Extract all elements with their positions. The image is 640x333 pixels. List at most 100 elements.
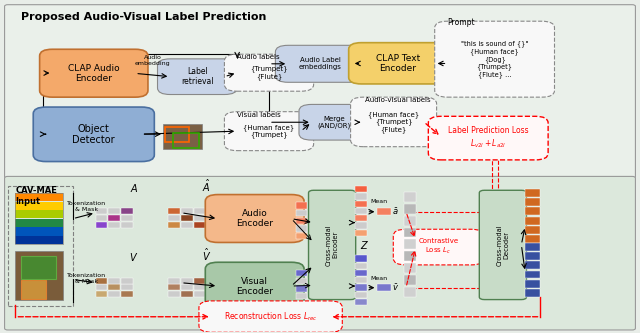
FancyBboxPatch shape bbox=[194, 291, 205, 297]
FancyBboxPatch shape bbox=[168, 284, 180, 290]
FancyBboxPatch shape bbox=[168, 222, 180, 227]
FancyBboxPatch shape bbox=[378, 208, 392, 215]
FancyBboxPatch shape bbox=[404, 204, 415, 214]
FancyBboxPatch shape bbox=[435, 21, 554, 97]
FancyBboxPatch shape bbox=[479, 190, 527, 300]
FancyBboxPatch shape bbox=[355, 193, 367, 199]
FancyBboxPatch shape bbox=[355, 222, 367, 228]
Text: Tokenization
& Mask: Tokenization & Mask bbox=[67, 201, 106, 212]
Text: {Human face}
{Trumpet}: {Human face} {Trumpet} bbox=[243, 124, 294, 139]
FancyBboxPatch shape bbox=[525, 235, 540, 243]
Text: Audio
embedding: Audio embedding bbox=[134, 55, 170, 66]
FancyBboxPatch shape bbox=[404, 227, 415, 237]
FancyBboxPatch shape bbox=[15, 251, 63, 300]
FancyBboxPatch shape bbox=[525, 189, 540, 197]
FancyBboxPatch shape bbox=[355, 292, 367, 298]
FancyBboxPatch shape bbox=[40, 49, 148, 97]
FancyBboxPatch shape bbox=[20, 280, 46, 299]
FancyBboxPatch shape bbox=[225, 54, 314, 91]
FancyBboxPatch shape bbox=[181, 291, 193, 297]
FancyBboxPatch shape bbox=[181, 278, 193, 284]
FancyBboxPatch shape bbox=[296, 233, 307, 239]
FancyBboxPatch shape bbox=[205, 262, 304, 310]
FancyBboxPatch shape bbox=[296, 210, 307, 216]
FancyBboxPatch shape bbox=[108, 278, 120, 284]
Text: {Human face}
{Trumpet}
{Flute}: {Human face} {Trumpet} {Flute} bbox=[368, 111, 419, 133]
FancyBboxPatch shape bbox=[96, 222, 107, 227]
Text: $\hat{A}$: $\hat{A}$ bbox=[202, 177, 211, 193]
FancyBboxPatch shape bbox=[296, 218, 307, 224]
FancyBboxPatch shape bbox=[349, 43, 447, 84]
Text: Object
Detector: Object Detector bbox=[72, 124, 115, 145]
FancyBboxPatch shape bbox=[194, 278, 205, 284]
Text: $A$: $A$ bbox=[130, 181, 138, 193]
FancyBboxPatch shape bbox=[355, 255, 367, 262]
FancyBboxPatch shape bbox=[168, 291, 180, 297]
FancyBboxPatch shape bbox=[181, 208, 193, 214]
Text: Proposed Audio-Visual Label Prediction: Proposed Audio-Visual Label Prediction bbox=[20, 12, 266, 22]
FancyBboxPatch shape bbox=[96, 291, 107, 297]
FancyBboxPatch shape bbox=[351, 97, 436, 147]
FancyBboxPatch shape bbox=[108, 222, 120, 227]
FancyBboxPatch shape bbox=[404, 251, 415, 261]
FancyBboxPatch shape bbox=[404, 192, 415, 202]
Text: Mean: Mean bbox=[371, 276, 387, 281]
FancyBboxPatch shape bbox=[394, 229, 484, 265]
Text: Audio
Encoder: Audio Encoder bbox=[236, 209, 273, 228]
FancyBboxPatch shape bbox=[225, 112, 314, 151]
FancyBboxPatch shape bbox=[96, 284, 107, 290]
FancyBboxPatch shape bbox=[121, 291, 132, 297]
FancyBboxPatch shape bbox=[205, 194, 304, 242]
FancyBboxPatch shape bbox=[525, 289, 540, 297]
Text: Tokenization
& Mask: Tokenization & Mask bbox=[67, 273, 106, 284]
Text: Audio labels: Audio labels bbox=[237, 54, 280, 60]
Text: Visual
Encoder: Visual Encoder bbox=[236, 276, 273, 296]
FancyBboxPatch shape bbox=[378, 284, 392, 291]
FancyBboxPatch shape bbox=[194, 215, 205, 221]
Text: CLAP Text
Encoder: CLAP Text Encoder bbox=[376, 54, 420, 73]
FancyBboxPatch shape bbox=[157, 59, 237, 95]
FancyBboxPatch shape bbox=[121, 208, 132, 214]
Text: {Trumpet}
{Flute}: {Trumpet} {Flute} bbox=[250, 66, 288, 80]
FancyBboxPatch shape bbox=[163, 124, 202, 149]
FancyBboxPatch shape bbox=[96, 215, 107, 221]
FancyBboxPatch shape bbox=[355, 208, 367, 214]
Text: Mean: Mean bbox=[371, 199, 387, 204]
FancyBboxPatch shape bbox=[108, 291, 120, 297]
FancyBboxPatch shape bbox=[108, 215, 120, 221]
FancyBboxPatch shape bbox=[168, 278, 180, 284]
FancyBboxPatch shape bbox=[96, 208, 107, 214]
Text: $Z$: $Z$ bbox=[360, 239, 369, 251]
FancyBboxPatch shape bbox=[121, 278, 132, 284]
FancyBboxPatch shape bbox=[194, 222, 205, 227]
Text: $\bar{a}$: $\bar{a}$ bbox=[392, 206, 399, 217]
FancyBboxPatch shape bbox=[525, 243, 540, 251]
FancyBboxPatch shape bbox=[525, 252, 540, 260]
FancyBboxPatch shape bbox=[296, 270, 307, 276]
FancyBboxPatch shape bbox=[525, 217, 540, 225]
FancyBboxPatch shape bbox=[296, 202, 307, 209]
FancyBboxPatch shape bbox=[20, 256, 56, 279]
FancyBboxPatch shape bbox=[355, 270, 367, 276]
FancyBboxPatch shape bbox=[194, 208, 205, 214]
FancyBboxPatch shape bbox=[296, 293, 307, 299]
FancyBboxPatch shape bbox=[404, 287, 415, 297]
FancyBboxPatch shape bbox=[96, 278, 107, 284]
Text: Cross-modal
Decoder: Cross-modal Decoder bbox=[497, 224, 509, 266]
Text: Merge
(AND/OR): Merge (AND/OR) bbox=[317, 116, 351, 129]
FancyBboxPatch shape bbox=[199, 301, 342, 332]
Text: $\hat{V}$: $\hat{V}$ bbox=[202, 247, 211, 263]
FancyBboxPatch shape bbox=[108, 284, 120, 290]
FancyBboxPatch shape bbox=[15, 210, 63, 218]
Text: Label
retrieval: Label retrieval bbox=[181, 67, 214, 86]
Text: Reconstruction Loss $L_{rec}$: Reconstruction Loss $L_{rec}$ bbox=[224, 310, 317, 323]
FancyBboxPatch shape bbox=[355, 263, 367, 269]
FancyBboxPatch shape bbox=[15, 193, 63, 201]
Text: Cross-modal
Encoder: Cross-modal Encoder bbox=[326, 224, 339, 266]
FancyBboxPatch shape bbox=[296, 225, 307, 231]
FancyBboxPatch shape bbox=[355, 215, 367, 221]
FancyBboxPatch shape bbox=[404, 275, 415, 285]
Text: Label Prediction Loss
$L_{v2l} + L_{a2l}$: Label Prediction Loss $L_{v2l} + L_{a2l}… bbox=[448, 127, 529, 150]
FancyBboxPatch shape bbox=[525, 270, 540, 278]
FancyBboxPatch shape bbox=[296, 301, 307, 307]
